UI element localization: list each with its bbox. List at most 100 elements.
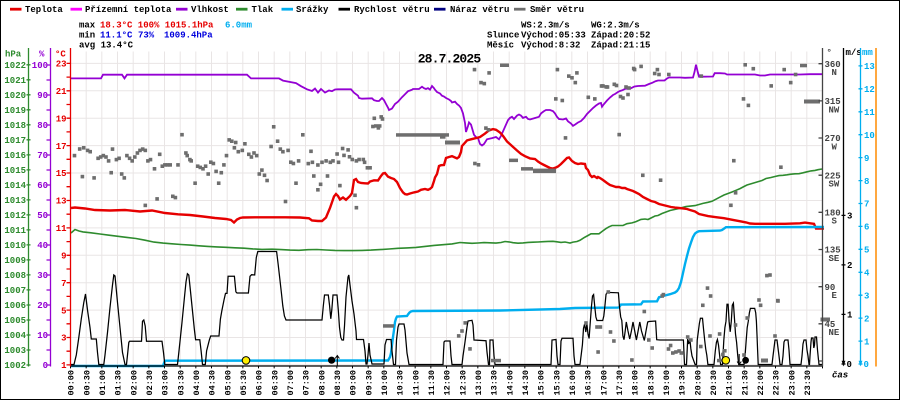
svg-text:13: 13 [864, 62, 875, 72]
svg-text:315: 315 [825, 97, 841, 107]
svg-text:21: 21 [56, 87, 67, 97]
svg-text:01:30: 01:30 [114, 370, 124, 396]
svg-text:Západ:20:52: Západ:20:52 [591, 31, 650, 41]
svg-text:23:00: 23:00 [787, 370, 797, 396]
svg-text:Srážky: Srážky [296, 5, 329, 15]
svg-text:1: 1 [847, 311, 853, 321]
svg-text:0: 0 [43, 361, 48, 371]
svg-text:NE: NE [829, 328, 840, 338]
svg-text:19:30: 19:30 [678, 370, 688, 396]
svg-text:22:00: 22:00 [756, 370, 766, 396]
svg-text:73%: 73% [138, 31, 155, 41]
svg-text:15:00: 15:00 [537, 370, 547, 396]
svg-text:Západ:21:15: Západ:21:15 [591, 41, 650, 51]
svg-text:40: 40 [37, 241, 48, 251]
svg-text:90: 90 [825, 283, 836, 293]
svg-text:17: 17 [56, 142, 67, 152]
svg-text:1007: 1007 [4, 286, 26, 296]
svg-text:06:00: 06:00 [255, 370, 265, 396]
svg-text:15:30: 15:30 [552, 370, 562, 396]
svg-text:1012: 1012 [4, 211, 26, 221]
svg-text:04:30: 04:30 [208, 370, 218, 396]
svg-text:1004: 1004 [4, 331, 26, 341]
svg-text:m/s: m/s [846, 48, 862, 58]
svg-text:1008: 1008 [4, 271, 26, 281]
svg-text:15: 15 [56, 169, 67, 179]
svg-text:50: 50 [37, 211, 48, 221]
svg-text:90: 90 [37, 91, 48, 101]
svg-text:01:00: 01:00 [98, 370, 108, 396]
svg-text:Rychlost větru: Rychlost větru [354, 5, 430, 15]
svg-text:%: % [39, 50, 45, 60]
svg-text:13:30: 13:30 [490, 370, 500, 396]
svg-text:30: 30 [37, 271, 48, 281]
svg-text:5: 5 [864, 246, 869, 256]
svg-text:2: 2 [847, 261, 852, 271]
svg-text:N: N [832, 68, 837, 78]
svg-text:100: 100 [32, 61, 48, 71]
svg-text:avg 13.4°C: avg 13.4°C [79, 41, 134, 51]
svg-text:min: min [79, 31, 95, 41]
svg-text:10:00: 10:00 [380, 370, 390, 396]
svg-text:11:00: 11:00 [411, 370, 421, 396]
svg-text:1020: 1020 [4, 91, 26, 101]
svg-text:16:00: 16:00 [568, 370, 578, 396]
svg-text:20:30: 20:30 [709, 370, 719, 396]
svg-text:21:30: 21:30 [740, 370, 750, 396]
svg-text:E: E [832, 291, 838, 301]
svg-text:Přízemní teplota: Přízemní teplota [85, 5, 172, 15]
svg-text:1014: 1014 [4, 181, 26, 191]
svg-text:14:30: 14:30 [521, 370, 531, 396]
svg-text:Měsíc: Měsíc [487, 41, 514, 51]
svg-text:11.1°C: 11.1°C [100, 31, 133, 41]
svg-text:Náraz větru: Náraz větru [450, 5, 509, 15]
svg-text:13: 13 [56, 197, 67, 207]
svg-text:07:00: 07:00 [286, 370, 296, 396]
svg-text:13:00: 13:00 [474, 370, 484, 396]
svg-text:09:30: 09:30 [364, 370, 374, 396]
svg-text:1009: 1009 [4, 256, 26, 266]
svg-text:135: 135 [825, 246, 841, 256]
svg-text:9: 9 [864, 154, 869, 164]
svg-text:6: 6 [864, 223, 869, 233]
svg-text:mm: mm [862, 48, 873, 58]
svg-text:28.7.2025: 28.7.2025 [418, 52, 482, 67]
svg-text:18:00: 18:00 [631, 370, 641, 396]
svg-text:3: 3 [864, 291, 869, 301]
svg-text:23:30: 23:30 [803, 370, 813, 396]
svg-text:70: 70 [37, 151, 48, 161]
svg-text:WS:2.3m/s: WS:2.3m/s [521, 21, 570, 31]
svg-text:06:30: 06:30 [270, 370, 280, 396]
svg-text:SW: SW [829, 180, 840, 190]
svg-text:Slunce: Slunce [487, 31, 519, 41]
svg-text:1013: 1013 [4, 196, 26, 206]
svg-text:07:30: 07:30 [302, 370, 312, 396]
svg-text:2: 2 [864, 314, 869, 324]
svg-text:hPa: hPa [5, 50, 22, 60]
svg-text:čas: čas [832, 371, 848, 381]
svg-text:19:00: 19:00 [662, 370, 672, 396]
svg-text:20: 20 [37, 301, 48, 311]
svg-text:21:00: 21:00 [725, 370, 735, 396]
svg-text:12:30: 12:30 [458, 370, 468, 396]
svg-text:05:00: 05:00 [223, 370, 233, 396]
svg-text:1019: 1019 [4, 106, 26, 116]
svg-text:360: 360 [825, 60, 841, 70]
svg-text:1010: 1010 [4, 241, 26, 251]
svg-text:Směr větru: Směr větru [530, 5, 584, 15]
svg-text:max: max [79, 21, 96, 31]
svg-text:6.0mm: 6.0mm [225, 21, 253, 31]
svg-text:180: 180 [825, 209, 841, 219]
svg-text:00:00: 00:00 [67, 370, 77, 396]
svg-text:02:00: 02:00 [129, 370, 139, 396]
svg-text:02:30: 02:30 [145, 370, 155, 396]
svg-text:05:30: 05:30 [239, 370, 249, 396]
svg-text:NW: NW [829, 105, 840, 115]
svg-text:1016: 1016 [4, 151, 26, 161]
svg-text:1003: 1003 [4, 346, 26, 356]
svg-text:18.3°C 100% 1015.1hPa: 18.3°C 100% 1015.1hPa [100, 21, 214, 31]
svg-text:S: S [832, 217, 838, 227]
svg-text:00:30: 00:30 [82, 370, 92, 396]
svg-text:1005: 1005 [4, 316, 26, 326]
svg-text:Východ:8:32: Východ:8:32 [521, 41, 580, 51]
